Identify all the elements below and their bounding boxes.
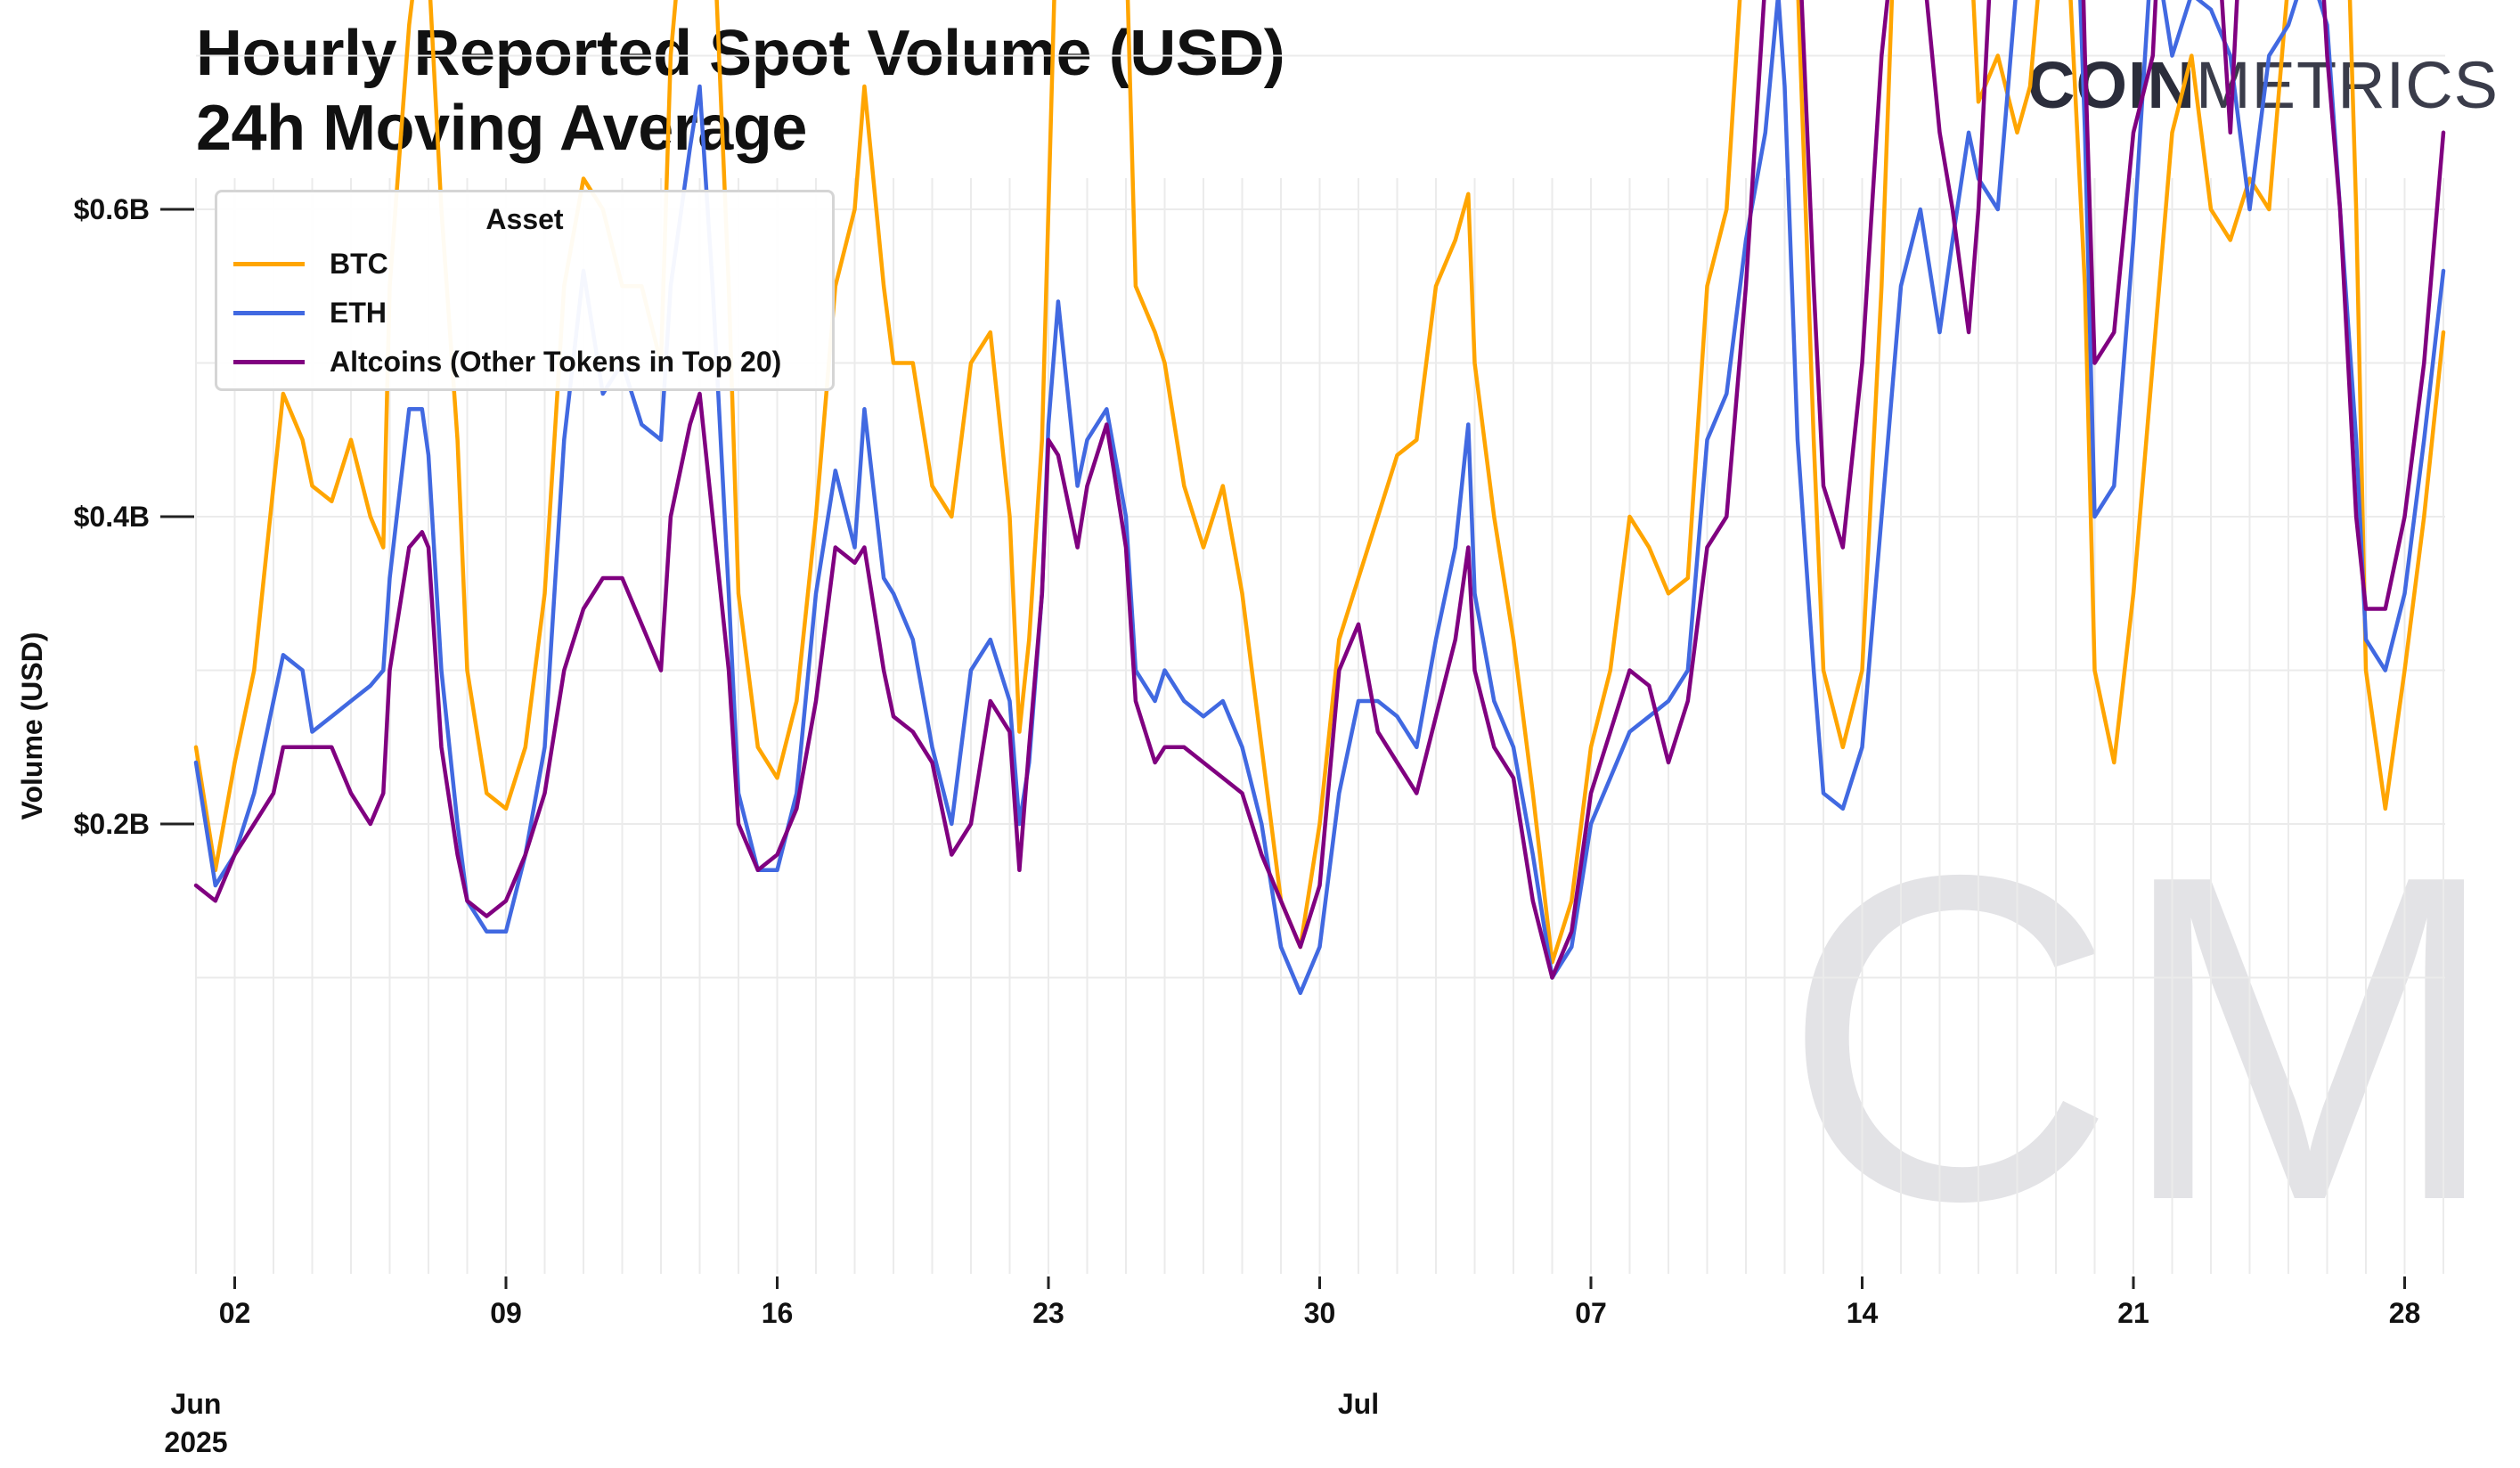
y-tick-label: $0.6B — [74, 193, 150, 225]
legend: Asset BTC ETH Altcoins (Other Tokens in … — [215, 190, 835, 391]
logo-light-text: METRICS — [2196, 48, 2499, 122]
y-tick-label: $0.2B — [74, 808, 150, 840]
y-axis: $0.2B$0.4B$0.6B$0.8B$1.0B$1.2B$1.4B — [74, 193, 194, 840]
y-tick-label: $0.4B — [74, 501, 150, 533]
legend-label-altcoins: Altcoins (Other Tokens in Top 20) — [330, 345, 782, 378]
x-tick-label: 28 — [2389, 1297, 2421, 1329]
legend-label-btc: BTC — [330, 247, 388, 280]
logo-bold-text: COIN — [2027, 48, 2196, 122]
x-tick-label: 23 — [1032, 1297, 1064, 1329]
watermark-text: CM — [1782, 779, 2502, 1297]
x-tick-label: 14 — [1847, 1297, 1879, 1329]
chart-title: Hourly Reported Spot Volume (USD) 24h Mo… — [196, 16, 1285, 166]
x-year-label: 2025 — [164, 1426, 227, 1458]
legend-title: Asset — [485, 203, 564, 235]
x-tick-label: 21 — [2117, 1297, 2149, 1329]
x-tick-label: 07 — [1575, 1297, 1607, 1329]
chart-title-line1: Hourly Reported Spot Volume (USD) — [196, 18, 1285, 89]
legend-item-eth[interactable]: ETH — [233, 293, 387, 332]
series-layer — [193, 0, 2446, 996]
coinmetrics-logo: COINMETRICS — [2027, 50, 2499, 121]
legend-swatch-btc — [233, 261, 305, 266]
legend-item-altcoins[interactable]: Altcoins (Other Tokens in Top 20) — [233, 342, 781, 381]
cm-watermark: CM — [1782, 779, 2502, 1297]
x-tick-label: 16 — [762, 1297, 794, 1329]
y-axis-title: Volume (USD) — [16, 632, 48, 820]
series-line-eth — [193, 0, 2446, 996]
legend-swatch-altcoins — [233, 359, 305, 364]
x-month-label: Jun — [171, 1388, 222, 1420]
series-line-altcoins — [193, 0, 2446, 980]
legend-item-btc[interactable]: BTC — [233, 244, 388, 283]
x-tick-label: 09 — [490, 1297, 522, 1329]
x-month-label: Jul — [1338, 1388, 1379, 1420]
x-tick-label: 02 — [219, 1297, 251, 1329]
legend-swatch-eth — [233, 310, 305, 315]
x-axis: 02 09 16 23 30 07 14 21 28 Jun 2025 Jul — [164, 1276, 2420, 1458]
x-tick-label: 30 — [1304, 1297, 1336, 1329]
legend-label-eth: ETH — [330, 296, 387, 329]
